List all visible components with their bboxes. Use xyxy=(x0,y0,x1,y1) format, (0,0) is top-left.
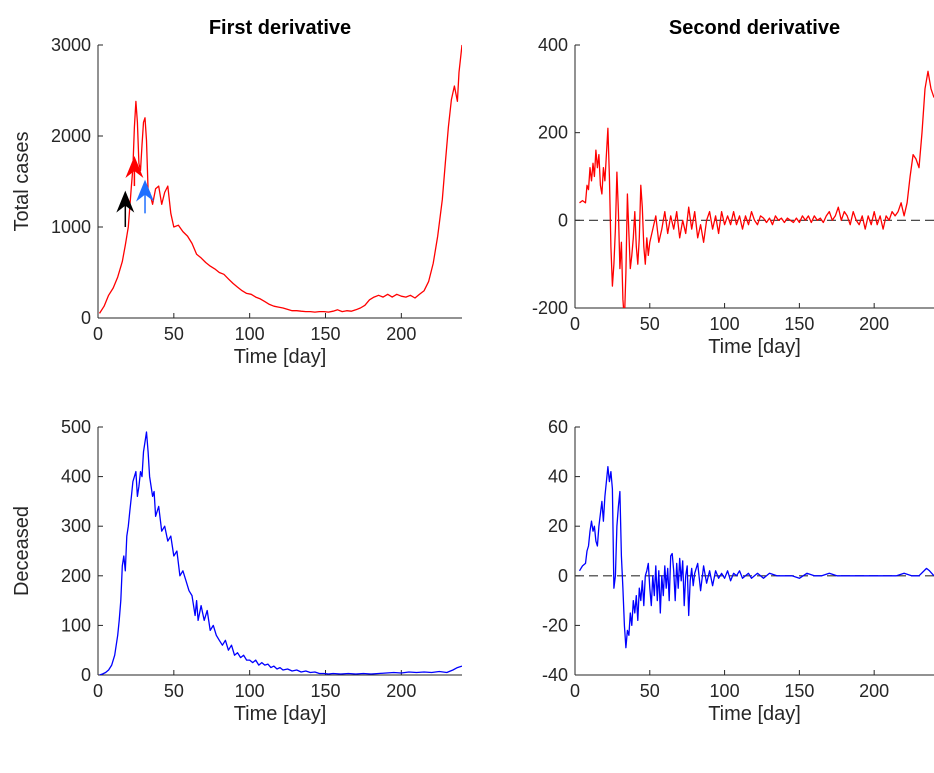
x-axis-label: Time [day] xyxy=(708,703,801,725)
y-tick-label-0: 0 xyxy=(558,210,568,230)
series-line-blue xyxy=(99,431,462,675)
y-tick-label-60: 60 xyxy=(548,417,568,437)
y-tick-label-300: 300 xyxy=(61,516,91,536)
y-tick-label-3000: 3000 xyxy=(51,35,91,55)
y-axis-label: Total cases xyxy=(11,131,33,231)
x-tick-label-0: 0 xyxy=(570,681,580,701)
x-tick-label-100: 100 xyxy=(235,681,265,701)
x-axis-label: Time [day] xyxy=(234,346,327,368)
arrow-head-red xyxy=(125,156,144,179)
x-tick-label-200: 200 xyxy=(859,681,889,701)
x-tick-label-50: 50 xyxy=(164,681,184,701)
y-axis-label: Deceased xyxy=(11,506,33,596)
y-tick-label-20: 20 xyxy=(548,516,568,536)
y-tick-label-20: -20 xyxy=(542,615,568,635)
x-tick-label-150: 150 xyxy=(310,681,340,701)
y-tick-label-40: 40 xyxy=(548,467,568,487)
x-tick-label-0: 0 xyxy=(570,314,580,334)
y-tick-label-100: 100 xyxy=(61,615,91,635)
y-tick-label-400: 400 xyxy=(538,35,568,55)
arrow-head-arrow_blue xyxy=(136,179,155,202)
y-tick-label-500: 500 xyxy=(61,417,91,437)
x-axis-label: Time [day] xyxy=(234,703,327,725)
y-tick-label-200: 200 xyxy=(61,566,91,586)
x-tick-label-50: 50 xyxy=(164,324,184,344)
x-tick-label-150: 150 xyxy=(310,324,340,344)
y-tick-label-1000: 1000 xyxy=(51,217,91,237)
x-tick-label-200: 200 xyxy=(859,314,889,334)
y-tick-label-0: 0 xyxy=(81,665,91,685)
x-tick-label-150: 150 xyxy=(784,314,814,334)
series-line-blue xyxy=(578,466,934,649)
x-tick-label-50: 50 xyxy=(640,314,660,334)
x-tick-label-0: 0 xyxy=(93,681,103,701)
chart-title: Second derivative xyxy=(669,17,840,39)
chart-title: First derivative xyxy=(209,17,351,39)
y-tick-label-200: -200 xyxy=(532,298,568,318)
x-tick-label-100: 100 xyxy=(235,324,265,344)
y-tick-label-0: 0 xyxy=(558,566,568,586)
y-tick-label-200: 200 xyxy=(538,123,568,143)
x-tick-label-50: 50 xyxy=(640,681,660,701)
panel-second-derivative-deceased: 0 50 100 150 200 -40 -20 0 20 40 60 Time [day] xyxy=(542,417,934,725)
y-tick-label-40: -40 xyxy=(542,665,568,685)
x-axis-label: Time [day] xyxy=(708,336,801,358)
x-tick-label-200: 200 xyxy=(386,324,416,344)
y-tick-label-0: 0 xyxy=(81,308,91,328)
panel-first-derivative-deceased: 0 50 100 150 200 0 100 200 300 400 500 Time [day] De… xyxy=(11,417,462,725)
x-tick-label-200: 200 xyxy=(386,681,416,701)
series-line-red xyxy=(98,44,462,314)
x-tick-label-100: 100 xyxy=(710,681,740,701)
x-tick-label-100: 100 xyxy=(710,314,740,334)
series-line-red xyxy=(579,70,934,308)
arrow-head-black xyxy=(116,190,135,213)
y-tick-label-2000: 2000 xyxy=(51,126,91,146)
x-tick-label-150: 150 xyxy=(784,681,814,701)
y-tick-label-400: 400 xyxy=(61,467,91,487)
x-tick-label-0: 0 xyxy=(93,324,103,344)
